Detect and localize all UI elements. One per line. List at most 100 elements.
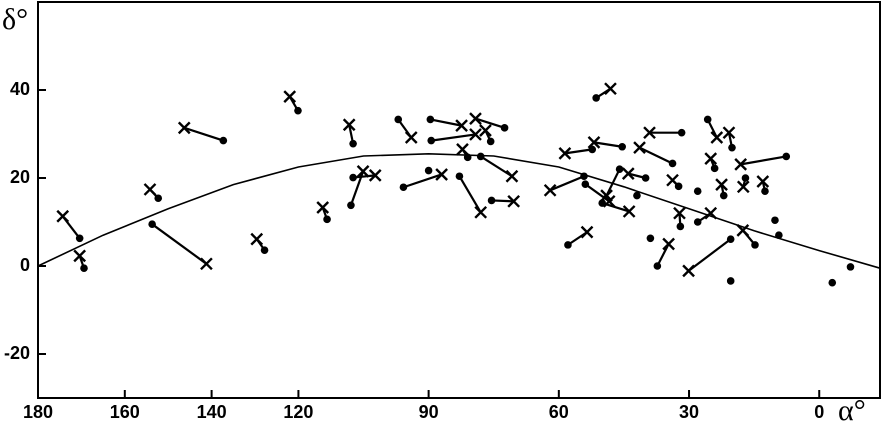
dot xyxy=(693,187,702,195)
cross xyxy=(177,121,191,135)
dot xyxy=(618,142,626,151)
cross xyxy=(662,237,675,251)
dot xyxy=(463,153,472,162)
dot xyxy=(703,115,712,124)
dot xyxy=(693,218,702,226)
dot xyxy=(294,106,302,115)
y-tick-label: 40 xyxy=(10,79,30,99)
dot xyxy=(728,143,736,152)
cross xyxy=(200,257,213,271)
dot xyxy=(260,246,269,254)
dot xyxy=(154,194,163,203)
dot xyxy=(323,215,331,224)
link xyxy=(430,118,462,127)
x-tick-label: 60 xyxy=(549,402,569,422)
link xyxy=(403,173,442,189)
cross xyxy=(558,147,572,160)
dot xyxy=(741,174,750,182)
cross xyxy=(756,175,770,188)
link xyxy=(687,238,732,272)
y-tick-label: -20 xyxy=(4,343,30,363)
dot xyxy=(500,124,509,132)
cross xyxy=(666,173,679,187)
link xyxy=(564,148,593,155)
x-tick-label: 0 xyxy=(814,402,824,422)
dot xyxy=(394,115,403,124)
x-tick-label: 30 xyxy=(679,402,699,422)
x-tick-label: 90 xyxy=(419,402,439,422)
dot xyxy=(455,172,464,181)
y-tick-label: 20 xyxy=(10,167,30,187)
dot xyxy=(148,220,156,228)
x-tick-label: 160 xyxy=(110,402,140,422)
cross xyxy=(250,232,264,246)
cross xyxy=(283,90,297,103)
cross xyxy=(143,183,157,196)
cross xyxy=(469,128,482,141)
dot xyxy=(782,152,791,161)
dot xyxy=(615,165,624,173)
cross xyxy=(736,180,750,194)
dot xyxy=(710,164,719,173)
cross xyxy=(587,136,601,149)
link xyxy=(431,133,476,142)
cross xyxy=(580,225,594,239)
dot xyxy=(846,263,855,271)
dot xyxy=(641,174,650,182)
dot xyxy=(219,136,228,145)
cross xyxy=(56,209,70,223)
dot xyxy=(486,137,495,146)
dot xyxy=(761,187,769,195)
dot xyxy=(677,128,686,137)
cross xyxy=(704,152,718,165)
dot xyxy=(751,241,759,249)
cross xyxy=(435,168,448,181)
dot xyxy=(80,264,88,273)
dot xyxy=(719,191,728,200)
cross xyxy=(710,131,724,144)
cross xyxy=(604,82,617,96)
cross xyxy=(456,143,469,156)
link xyxy=(656,243,670,267)
link xyxy=(639,146,674,165)
dot xyxy=(726,235,735,243)
link xyxy=(740,155,787,166)
x-tick-label: 140 xyxy=(197,402,227,422)
cross xyxy=(356,165,370,178)
cross xyxy=(715,178,728,191)
cross xyxy=(633,141,646,154)
dot xyxy=(476,152,485,161)
cross xyxy=(600,189,613,202)
dot xyxy=(828,278,837,287)
dot xyxy=(424,166,433,175)
dot xyxy=(581,180,590,188)
cross xyxy=(469,112,482,125)
dot xyxy=(427,136,436,145)
cross xyxy=(73,249,87,263)
cross xyxy=(736,224,750,237)
dot xyxy=(633,191,641,200)
x-tick-label: 120 xyxy=(283,402,313,422)
cross xyxy=(505,169,519,183)
cross xyxy=(368,169,382,182)
dot xyxy=(347,201,355,210)
link xyxy=(480,155,513,178)
link xyxy=(593,141,623,148)
dot xyxy=(580,172,588,181)
cross xyxy=(643,126,656,140)
plot-frame xyxy=(37,1,881,399)
dot xyxy=(726,277,735,285)
link xyxy=(151,223,208,265)
y-axis-label: δ° xyxy=(2,3,28,36)
cross xyxy=(507,194,521,208)
link xyxy=(458,175,482,213)
dot xyxy=(592,94,600,102)
cross xyxy=(543,183,557,197)
link xyxy=(475,117,505,129)
cross xyxy=(673,206,686,220)
cross xyxy=(622,205,636,218)
cross xyxy=(316,201,330,214)
curve xyxy=(37,152,881,269)
y-tick-label: 0 xyxy=(20,255,30,275)
